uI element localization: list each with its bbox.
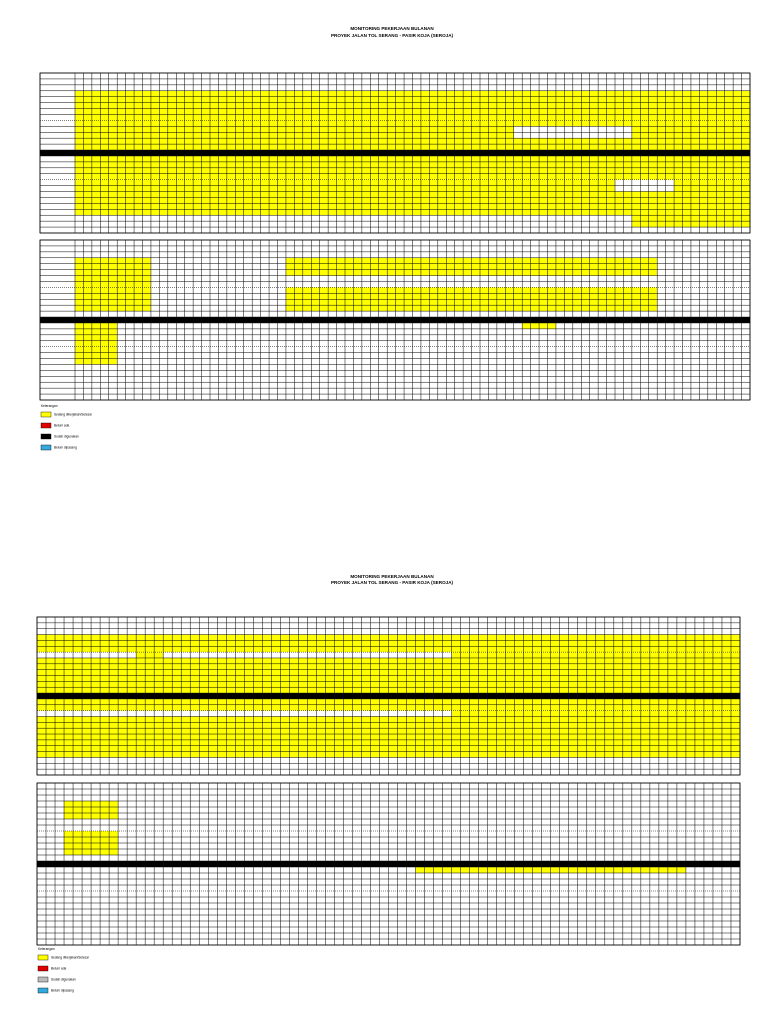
page-title: MONITORING PEKERJAAN BULANAN [350, 26, 434, 31]
legend-label: Belum ada [54, 424, 69, 428]
grid-block [39, 72, 751, 234]
legend-heading: Keterangan [38, 947, 55, 951]
legend-swatch [40, 444, 52, 451]
separator-row [40, 150, 750, 156]
legend-label: Sudah digunakan [51, 978, 76, 982]
status-fill [75, 257, 151, 312]
page-title: MONITORING PEKERJAAN BULANAN [350, 574, 434, 579]
legend-label: Sudah digunakan [54, 435, 79, 439]
status-fill [75, 322, 118, 365]
separator-row [40, 317, 750, 323]
legend-label: Sedang dikerjakan/Selesai [54, 413, 92, 417]
legend-swatch [37, 987, 49, 994]
grid-block [39, 239, 751, 401]
grid-border [36, 616, 741, 776]
legend-swatch [37, 954, 49, 961]
legend-swatch [40, 422, 52, 429]
legends: Keterangan Sedang dikerjakan/Selesai Belum… [37, 404, 92, 994]
grid-block [36, 782, 741, 946]
legend-label: Belum dipasang [54, 446, 77, 450]
legend-swatch [37, 976, 49, 983]
grid-border [36, 782, 741, 946]
status-fill [136, 652, 164, 658]
grid-block [36, 616, 741, 776]
legend-label: Sedang dikerjakan/Selesai [51, 956, 89, 960]
legend-label: Belum ada [51, 967, 66, 971]
legend-swatch [40, 411, 52, 418]
page-subtitle: PROYEK JALAN TOL SERANG - PASIR KOJA (SE… [331, 33, 454, 38]
grid-border [39, 239, 751, 401]
legend-swatch [40, 433, 52, 440]
legend-swatch [37, 965, 49, 972]
page-subtitle: PROYEK JALAN TOL SERANG - PASIR KOJA (SE… [331, 580, 454, 585]
grid-border [39, 72, 751, 234]
legend-heading: Keterangan [41, 404, 58, 408]
grids [36, 72, 751, 946]
legend-label: Belum dipasang [51, 989, 74, 993]
